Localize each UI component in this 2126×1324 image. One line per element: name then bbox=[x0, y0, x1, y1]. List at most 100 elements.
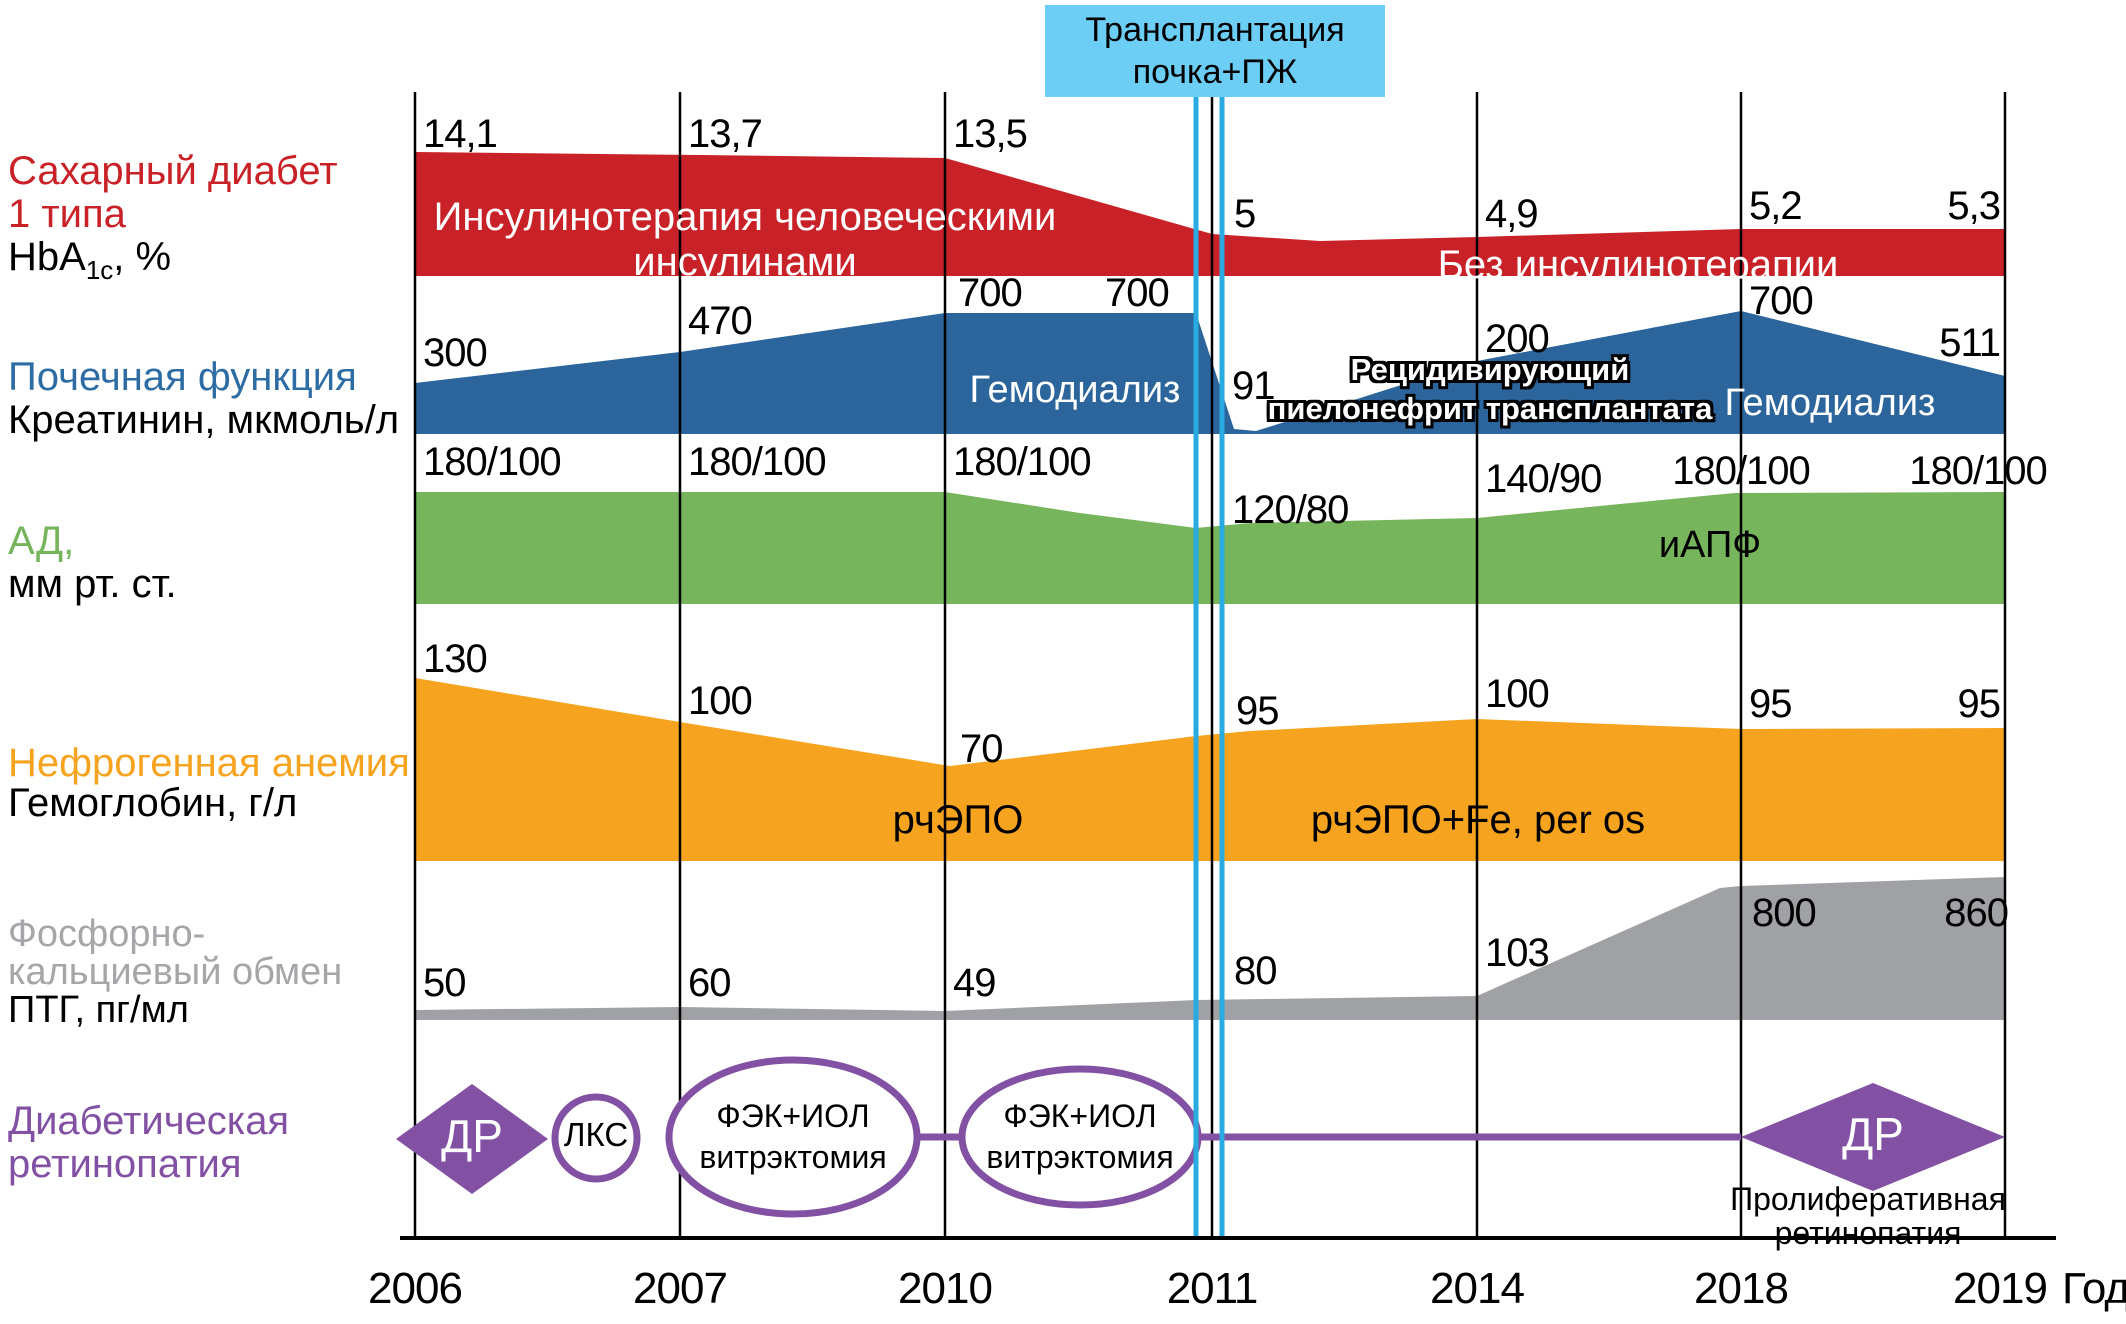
row-label-retinopathy-title2: ретинопатия bbox=[8, 1142, 242, 1186]
value-hba1c-2011: 5 bbox=[1234, 192, 1256, 236]
row-label-phosphorus-title1: Фосфорно- bbox=[8, 913, 206, 955]
transplant-marker-lines bbox=[1193, 95, 1225, 1238]
value-bp-2007: 180/100 bbox=[688, 440, 827, 484]
year-gridlines bbox=[413, 92, 2007, 1238]
value-creatinine-2011: 91 bbox=[1232, 364, 1275, 408]
value-creatinine-2018: 700 bbox=[1749, 279, 1814, 323]
retino-label-lks: ЛКС bbox=[563, 1116, 629, 1153]
value-hba1c-2007: 13,7 bbox=[688, 112, 763, 156]
value-pth-2010: 49 bbox=[953, 961, 996, 1005]
value-creatinine-2010: 700 bbox=[958, 271, 1023, 315]
hba-subscript: 1c bbox=[85, 255, 114, 285]
band-hemoglobin bbox=[415, 678, 2005, 861]
value-pth-2011: 80 bbox=[1234, 949, 1277, 993]
value-hba1c-2019: 5,3 bbox=[1947, 184, 2001, 228]
value-bp-2019: 180/100 bbox=[1909, 449, 2048, 493]
retino-diamond-dr-2018 bbox=[1741, 1083, 2005, 1191]
value-pth-2019: 860 bbox=[1944, 891, 2009, 935]
row-label-diabetes-metric: HbA1c, % bbox=[8, 236, 171, 292]
value-pth-2018: 800 bbox=[1752, 891, 1817, 935]
transplant-callout-line1: Трансплантация bbox=[1085, 11, 1345, 49]
retino-ellipse-fek-1 bbox=[665, 1056, 921, 1218]
value-bp-2006: 180/100 bbox=[423, 440, 562, 484]
annotation-hemodialysis-2: Гемодиализ bbox=[1724, 382, 1936, 424]
axis-year-2014: 2014 bbox=[1430, 1264, 1525, 1313]
annotation-epo: рчЭПО bbox=[892, 798, 1024, 842]
retino-label-fek2-line2: витрэктомия bbox=[986, 1139, 1174, 1175]
value-hba1c-2010: 13,5 bbox=[953, 112, 1028, 156]
value-creatinine-2006: 300 bbox=[423, 331, 488, 375]
retino-label-proliferative-line2: ретинопатия bbox=[1774, 1215, 1962, 1251]
annotation-insulin-therapy: Инсулинотерапия человеческими инсулинами bbox=[434, 195, 1057, 285]
axis-year-2006: 2006 bbox=[368, 1264, 463, 1313]
value-hba1c-2014: 4,9 bbox=[1485, 192, 1539, 236]
row-label-phosphorus-title2: кальциевый обмен bbox=[8, 951, 343, 993]
value-creatinine-2010b: 700 bbox=[1105, 271, 1170, 315]
row-label-renal-metric: Креатинин, мкмоль/л bbox=[8, 398, 400, 442]
retino-label-fek-2: ФЭК+ИОЛ витрэктомия bbox=[986, 1096, 1173, 1178]
value-hemoglobin-2018: 95 bbox=[1749, 682, 1792, 726]
transplant-callout: Трансплантация почка+ПЖ bbox=[1045, 5, 1385, 97]
retino-label-fek1-line2: витрэктомия bbox=[699, 1139, 887, 1175]
band-hba1c bbox=[415, 152, 2005, 276]
row-label-anemia-title: Нефрогенная анемия bbox=[8, 741, 410, 785]
annotation-epo-fe: рчЭПО+Fe, per os bbox=[1310, 798, 1646, 842]
retino-label-fek-1: ФЭК+ИОЛ витрэктомия bbox=[699, 1096, 886, 1178]
retino-label-dr-2006: ДР bbox=[441, 1110, 503, 1162]
band-blood-pressure bbox=[415, 492, 2005, 604]
value-bp-2011: 120/80 bbox=[1232, 488, 1349, 532]
value-hba1c-2006: 14,1 bbox=[423, 112, 498, 156]
axis-year-2019: 2019 bbox=[1953, 1264, 2048, 1313]
retino-label-fek2-line1: ФЭК+ИОЛ bbox=[1003, 1098, 1157, 1134]
value-hemoglobin-2011: 95 bbox=[1236, 689, 1279, 733]
row-label-bp-metric: мм рт. ст. bbox=[8, 562, 177, 606]
value-bp-2010: 180/100 bbox=[953, 440, 1092, 484]
value-hemoglobin-2007: 100 bbox=[688, 679, 753, 723]
axis-year-2010: 2010 bbox=[898, 1264, 993, 1313]
value-hemoglobin-2014: 100 bbox=[1485, 672, 1550, 716]
value-bp-2014: 140/90 bbox=[1485, 457, 1602, 501]
annotation-insulin-line2: инсулинами bbox=[633, 240, 857, 284]
annotation-pyelonephritis-line2: пиелонефрит трансплантата bbox=[1267, 391, 1713, 426]
row-label-phosphorus-metric: ПТГ, пг/мл bbox=[8, 989, 189, 1031]
row-label-anemia-metric: Гемоглобин, г/л bbox=[8, 781, 298, 825]
value-bp-2018: 180/100 bbox=[1672, 449, 1811, 493]
axis-year-2007: 2007 bbox=[633, 1264, 728, 1313]
value-hemoglobin-2006: 130 bbox=[423, 637, 488, 681]
retino-diamond-dr-2006 bbox=[396, 1084, 548, 1194]
value-hemoglobin-2010: 70 bbox=[960, 727, 1003, 771]
row-label-diabetes-title1: Сахарный диабет bbox=[8, 149, 338, 193]
retino-label-proliferative-line1: Пролиферативная bbox=[1730, 1181, 2006, 1217]
row-label-retinopathy-title1: Диабетическая bbox=[8, 1099, 290, 1143]
retino-label-dr-2018: ДР bbox=[1842, 1108, 1904, 1160]
value-hemoglobin-2019: 95 bbox=[1957, 682, 2001, 726]
value-pth-2007: 60 bbox=[688, 961, 731, 1005]
value-pth-2014: 103 bbox=[1485, 931, 1550, 975]
retino-label-proliferative: Пролиферативная ретинопатия bbox=[1730, 1182, 2006, 1250]
value-creatinine-2007: 470 bbox=[688, 299, 753, 343]
axis-year-2018: 2018 bbox=[1694, 1264, 1789, 1313]
hba-suffix: , % bbox=[113, 235, 172, 279]
retino-label-fek1-line1: ФЭК+ИОЛ bbox=[716, 1098, 870, 1134]
band-pth bbox=[415, 877, 2005, 1020]
value-hba1c-2018: 5,2 bbox=[1749, 184, 1803, 228]
band-creatinine bbox=[415, 311, 2005, 434]
value-creatinine-2019: 511 bbox=[1939, 321, 2001, 365]
retino-circle-lks bbox=[551, 1093, 641, 1183]
annotation-insulin-line1: Инсулинотерапия человеческими bbox=[433, 195, 1057, 239]
axis-unit-label: Год bbox=[2062, 1264, 2126, 1313]
value-pth-2006: 50 bbox=[423, 961, 466, 1005]
row-label-diabetes-title2: 1 типа bbox=[8, 192, 126, 236]
transplant-callout-line2: почка+ПЖ bbox=[1132, 53, 1298, 91]
row-label-renal-title: Почечная функция bbox=[8, 355, 357, 399]
hba-prefix: HbA bbox=[8, 235, 86, 279]
annotation-no-insulin: Без инсулинотерапии bbox=[1437, 243, 1839, 287]
axis-year-2011: 2011 bbox=[1166, 1264, 1259, 1313]
value-creatinine-2014: 200 bbox=[1485, 317, 1550, 361]
row-label-bp-title: АД, bbox=[8, 519, 75, 563]
annotation-pyelonephritis-line1: Рецидивирующий bbox=[1350, 352, 1630, 387]
annotation-hemodialysis-1: Гемодиализ bbox=[969, 369, 1181, 411]
annotation-iapf: иАПФ bbox=[1658, 524, 1762, 566]
